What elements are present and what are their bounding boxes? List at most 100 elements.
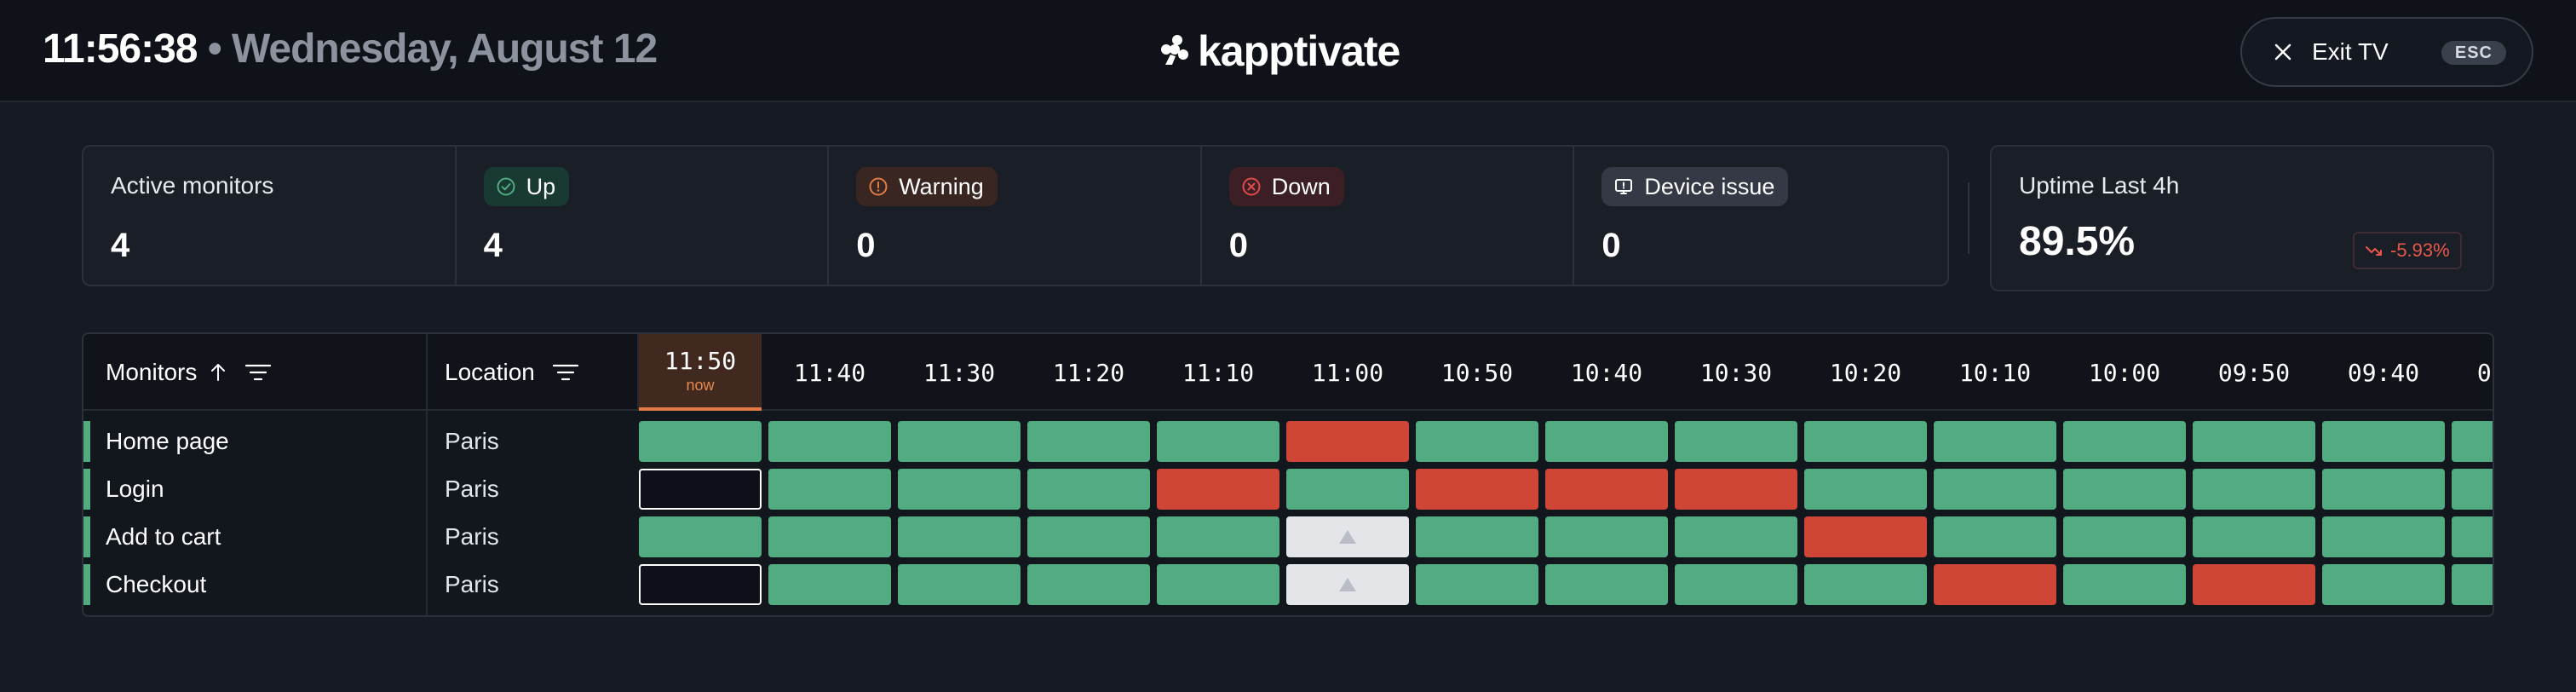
- status-cell-up[interactable]: [1675, 516, 1797, 557]
- status-cell-up[interactable]: [768, 421, 891, 462]
- status-cell-up[interactable]: [1934, 516, 2056, 557]
- table-row[interactable]: Login Paris: [83, 465, 2493, 513]
- status-cell-pending[interactable]: [639, 564, 762, 605]
- status-cell-up[interactable]: [2452, 469, 2493, 510]
- status-cell-down[interactable]: [1286, 421, 1409, 462]
- status-cell-up[interactable]: [2452, 421, 2493, 462]
- status-cells: [639, 513, 2493, 561]
- status-cell-up[interactable]: [2063, 469, 2186, 510]
- status-cell-up[interactable]: [768, 516, 891, 557]
- status-cell-up[interactable]: [1545, 421, 1668, 462]
- status-cell-device[interactable]: [1286, 516, 1409, 557]
- status-cell-up[interactable]: [1157, 516, 1279, 557]
- status-cell-up[interactable]: [2063, 564, 2186, 605]
- status-cell-down[interactable]: [2193, 564, 2315, 605]
- stat-label: Up: [526, 173, 556, 199]
- monitor-name[interactable]: Add to cart: [106, 523, 221, 550]
- status-cell-up[interactable]: [898, 564, 1021, 605]
- esc-key-badge: ESC: [2441, 41, 2506, 65]
- stat-value: 0: [1601, 227, 1621, 264]
- time-label: 10:30: [1699, 358, 1773, 387]
- status-cell-up[interactable]: [1675, 421, 1797, 462]
- brand-name: kapptivate: [1198, 27, 1400, 75]
- stat-label: Warning: [899, 173, 984, 199]
- stat-down[interactable]: Down 0: [1202, 147, 1575, 285]
- status-cell-up[interactable]: [2452, 564, 2493, 605]
- status-cell-down[interactable]: [1545, 469, 1668, 510]
- time-label: 10:00: [2088, 358, 2161, 387]
- table-row[interactable]: Home page Paris: [83, 418, 2493, 465]
- status-cell-down[interactable]: [1934, 564, 2056, 605]
- monitor-location: Paris: [445, 428, 499, 454]
- monitor-name[interactable]: Checkout: [106, 571, 207, 597]
- status-cell-up[interactable]: [1027, 564, 1150, 605]
- status-cell-up[interactable]: [2322, 564, 2445, 605]
- status-cell-up[interactable]: [1286, 469, 1409, 510]
- time-label: 10:20: [1829, 358, 1902, 387]
- status-cell-up[interactable]: [1157, 564, 1279, 605]
- stat-up[interactable]: Up 4: [457, 147, 830, 285]
- filter-icon[interactable]: [244, 362, 272, 383]
- status-cell-up[interactable]: [2063, 421, 2186, 462]
- status-cell-up[interactable]: [1416, 564, 1538, 605]
- status-cell-up[interactable]: [1545, 516, 1668, 557]
- uptime-card: Uptime Last 4h 89.5% -5.93%: [1990, 145, 2494, 291]
- status-cell-down[interactable]: [1416, 469, 1538, 510]
- monitor-name[interactable]: Home page: [106, 428, 229, 454]
- stat-device-issue[interactable]: Device issue 0: [1574, 147, 1947, 285]
- column-header-location[interactable]: Location: [445, 334, 632, 411]
- status-cell-up[interactable]: [1416, 421, 1538, 462]
- status-cell-up[interactable]: [2322, 421, 2445, 462]
- status-cell-pending[interactable]: [639, 469, 762, 510]
- status-cell-up[interactable]: [1804, 564, 1927, 605]
- table-header: Monitors Location 11:50 now 11:40 11:30 11:2…: [83, 334, 2493, 411]
- status-cell-up[interactable]: [768, 564, 891, 605]
- time-column: 11:40: [768, 334, 891, 411]
- status-cell-up[interactable]: [898, 421, 1021, 462]
- filter-icon[interactable]: [552, 362, 579, 383]
- status-cell-up[interactable]: [639, 516, 762, 557]
- stat-warning[interactable]: Warning 0: [829, 147, 1202, 285]
- monitor-name[interactable]: Login: [106, 476, 164, 502]
- status-cell-up[interactable]: [2452, 516, 2493, 557]
- status-cell-up[interactable]: [2193, 421, 2315, 462]
- status-cell-up[interactable]: [1027, 469, 1150, 510]
- status-cell-up[interactable]: [1027, 516, 1150, 557]
- column-header-monitors[interactable]: Monitors: [106, 334, 421, 411]
- status-cell-down[interactable]: [1675, 469, 1797, 510]
- status-cell-up[interactable]: [1934, 469, 2056, 510]
- status-cell-up[interactable]: [2193, 469, 2315, 510]
- status-cell-device[interactable]: [1286, 564, 1409, 605]
- status-cell-up[interactable]: [1027, 421, 1150, 462]
- status-cell-up[interactable]: [2322, 516, 2445, 557]
- status-cell-up[interactable]: [1934, 421, 2056, 462]
- status-cell-down[interactable]: [1804, 516, 1927, 557]
- status-cell-up[interactable]: [2063, 516, 2186, 557]
- table-row[interactable]: Checkout Paris: [83, 561, 2493, 608]
- status-cell-up[interactable]: [1545, 564, 1668, 605]
- column-divider: [637, 334, 639, 411]
- status-cell-up[interactable]: [1804, 421, 1927, 462]
- monitors-timeline-table: Monitors Location 11:50 now 11:40 11:30 11:2…: [82, 332, 2494, 617]
- status-cell-up[interactable]: [898, 516, 1021, 557]
- status-cell-up[interactable]: [898, 469, 1021, 510]
- status-cell-up[interactable]: [768, 469, 891, 510]
- status-badge-up: Up: [483, 167, 570, 206]
- time-label: 11:20: [1052, 358, 1125, 387]
- time-column: 10:50: [1416, 334, 1538, 411]
- status-cell-up[interactable]: [2193, 516, 2315, 557]
- status-cell-up[interactable]: [2322, 469, 2445, 510]
- status-cell-up[interactable]: [1416, 516, 1538, 557]
- status-cell-up[interactable]: [1157, 421, 1279, 462]
- exit-tv-button[interactable]: Exit TV ESC: [2240, 17, 2533, 87]
- column-label: Monitors: [106, 359, 198, 385]
- sort-up-icon[interactable]: [209, 362, 227, 383]
- table-row[interactable]: Add to cart Paris: [83, 513, 2493, 561]
- trend-down-icon: [2366, 246, 2382, 256]
- status-cell-up[interactable]: [639, 421, 762, 462]
- status-cell-up[interactable]: [1675, 564, 1797, 605]
- status-cell-up[interactable]: [1804, 469, 1927, 510]
- device-icon: [1615, 179, 1633, 194]
- alert-circle-icon: [869, 177, 888, 196]
- status-cell-down[interactable]: [1157, 469, 1279, 510]
